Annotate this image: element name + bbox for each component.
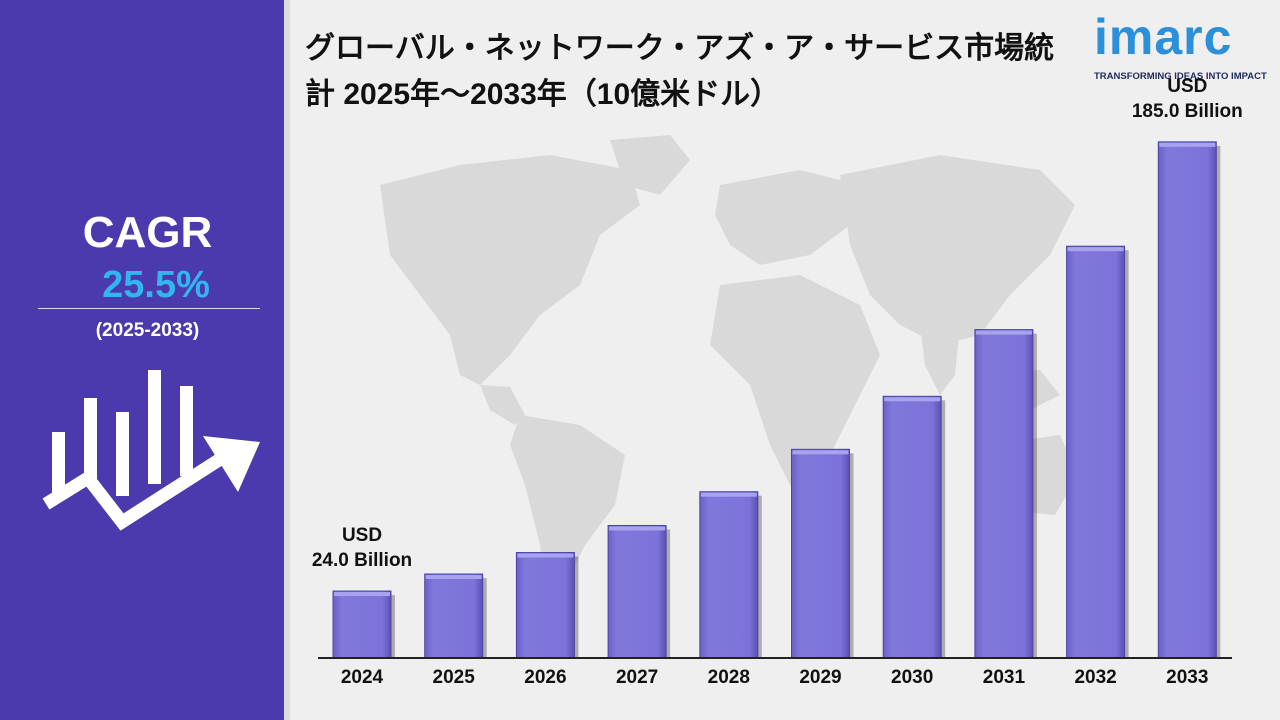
x-tick-label-2027: 2027 [616,667,658,688]
panel-divider [284,0,290,720]
bar-2031 [974,329,1034,659]
bar-2025 [424,573,484,659]
bar-highlight-2029 [792,450,849,455]
bar-highlight-2031 [975,330,1032,335]
growth-chart-icon [42,370,260,531]
bar-2027 [607,524,667,659]
data-label-currency: USD [341,525,383,547]
logo-wordmark: imarc [1094,9,1233,65]
cagr-value: 25.5% [102,264,210,306]
bar-highlight-2028 [700,492,757,497]
cagr-period: (2025-2033) [95,320,200,341]
x-tick-label-2031: 2031 [983,667,1026,688]
x-tick-label-2032: 2032 [1074,667,1116,688]
data-label-value: 24.0 Billion [311,550,413,572]
bar-highlight-2033 [1159,142,1216,147]
bar-2032 [1066,245,1126,659]
chart-title: グローバル・ネットワーク・アズ・ア・サービス市場統計 2025年～2033年（1… [305,32,1055,111]
x-tick-label-2030: 2030 [891,667,933,688]
bar-highlight-2030 [884,397,941,402]
data-label-value: 185.0 Billion [1131,100,1243,122]
x-tick-label-2028: 2028 [708,667,750,688]
x-tick-label-2029: 2029 [799,667,841,688]
data-label-currency: USD [1167,75,1208,97]
bar-highlight-2027 [609,526,666,531]
cagr-divider-line [38,308,260,309]
bar-2028 [699,491,759,659]
bar-2026 [515,552,575,659]
data-label-2024: USD 24.0 Billion [282,523,442,573]
bar-2024 [332,590,392,659]
x-tick-label-2033: 2033 [1166,667,1208,688]
bar-highlight-2032 [1067,247,1124,252]
bar-highlight-2026 [517,553,574,558]
imarc-logo: imarc TRANSFORMING IDEAS INTO IMPACT [1092,8,1272,88]
cagr-label: CAGR [82,208,213,257]
bar-2033 [1157,141,1217,659]
x-tick-label-2026: 2026 [524,667,566,688]
logo-tagline: TRANSFORMING IDEAS INTO IMPACT [1094,71,1267,82]
data-label-2033: USD 185.0 Billion [1107,74,1267,124]
bar-2030 [882,395,942,659]
x-tick-label-2024: 2024 [341,667,384,688]
bar-2029 [791,448,850,659]
x-tick-label-2025: 2025 [433,667,476,688]
cagr-panel [0,0,284,720]
bar-highlight-2025 [425,575,482,580]
bar-highlight-2024 [334,592,390,597]
